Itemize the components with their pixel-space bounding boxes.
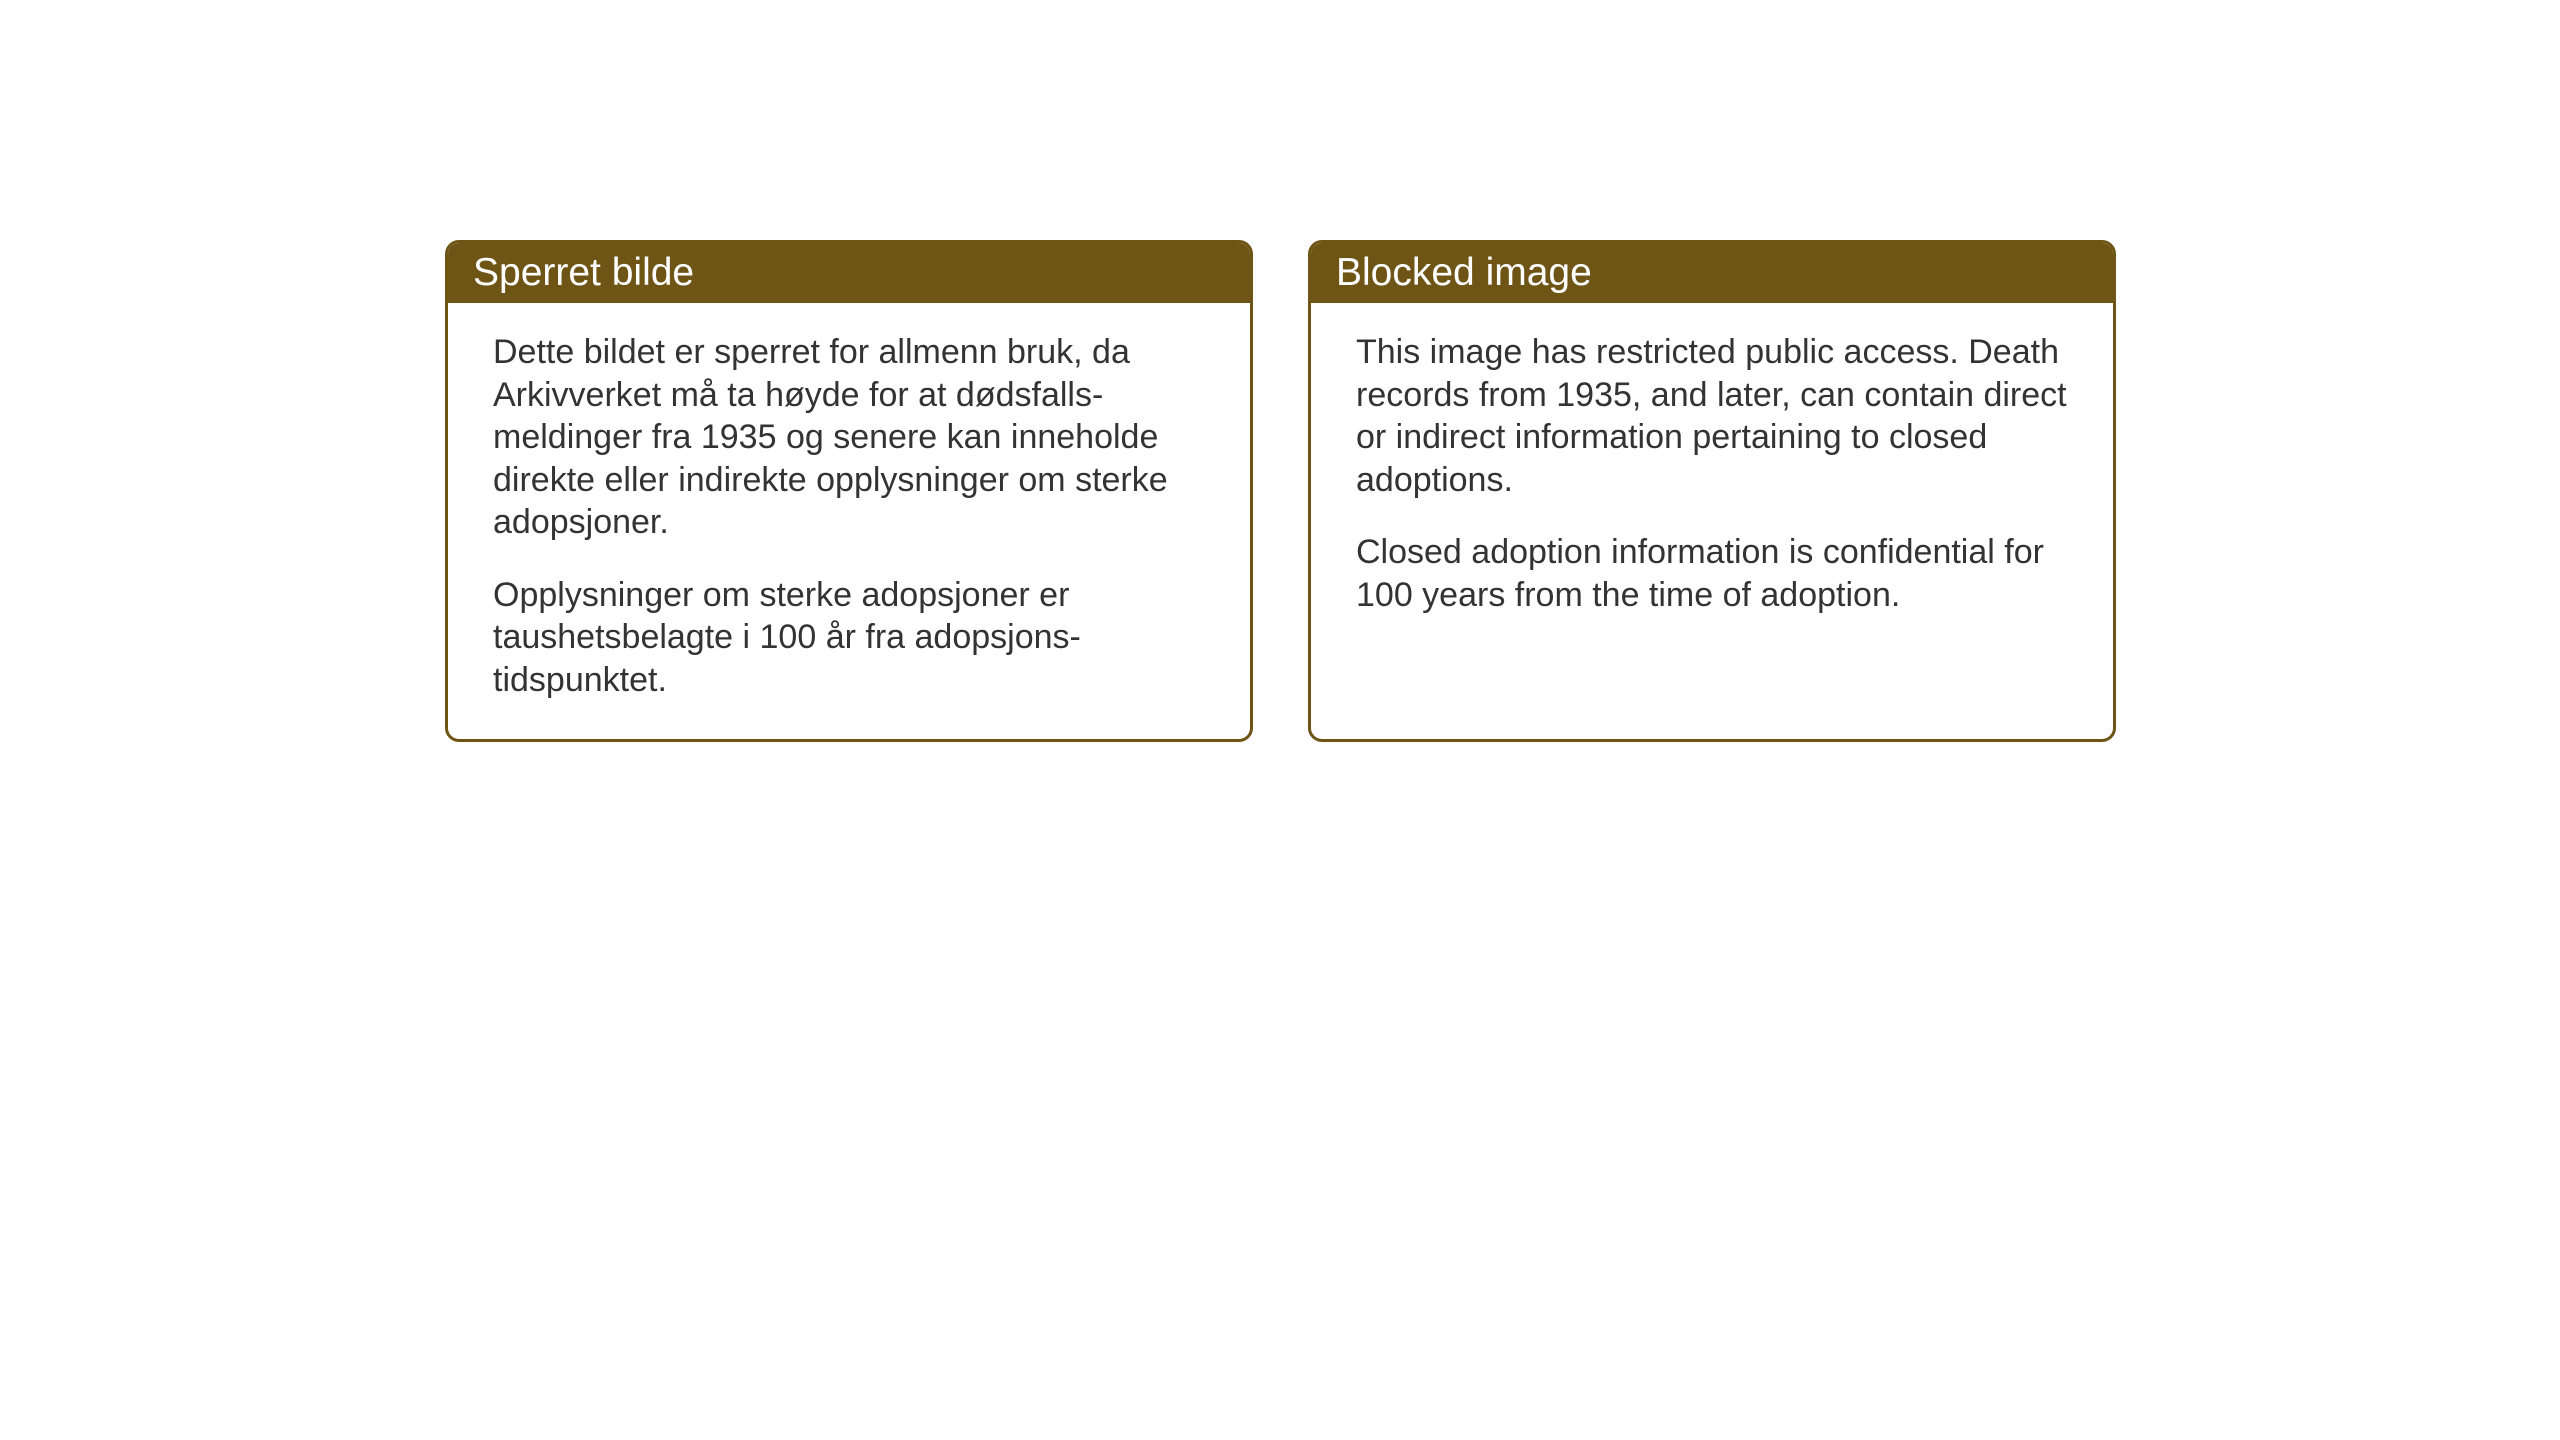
notice-header-english: Blocked image — [1311, 243, 2113, 303]
notice-paragraph-1-norwegian: Dette bildet er sperret for allmenn bruk… — [493, 331, 1205, 544]
notice-card-english: Blocked image This image has restricted … — [1308, 240, 2116, 742]
notice-paragraph-2-norwegian: Opplysninger om sterke adopsjoner er tau… — [493, 574, 1205, 702]
notice-body-norwegian: Dette bildet er sperret for allmenn bruk… — [448, 303, 1250, 739]
notice-paragraph-1-english: This image has restricted public access.… — [1356, 331, 2068, 501]
notice-title-english: Blocked image — [1336, 251, 1592, 294]
notice-container: Sperret bilde Dette bildet er sperret fo… — [445, 240, 2116, 742]
notice-paragraph-2-english: Closed adoption information is confident… — [1356, 531, 2068, 616]
notice-card-norwegian: Sperret bilde Dette bildet er sperret fo… — [445, 240, 1253, 742]
notice-header-norwegian: Sperret bilde — [448, 243, 1250, 303]
notice-title-norwegian: Sperret bilde — [473, 251, 694, 294]
notice-body-english: This image has restricted public access.… — [1311, 303, 2113, 654]
